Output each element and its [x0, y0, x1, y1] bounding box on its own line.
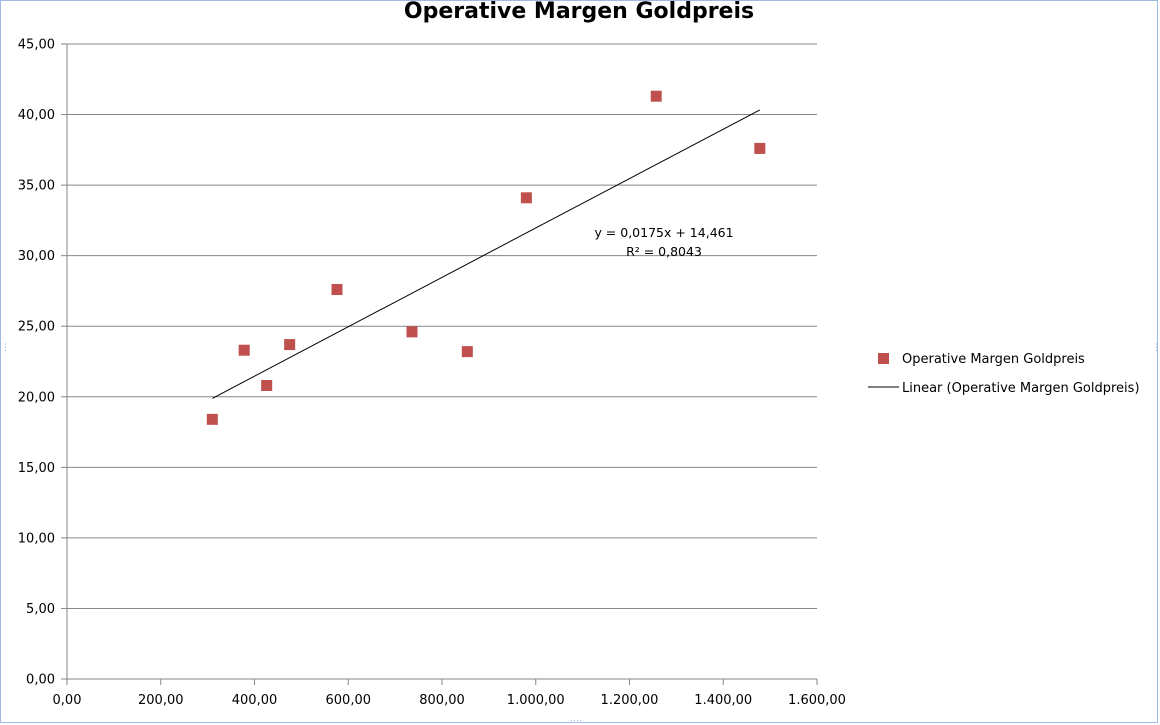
data-point: [520, 192, 532, 204]
data-point: [406, 326, 418, 338]
x-tick-label: 1.400,00: [694, 693, 752, 708]
legend: Operative Margen Goldpreis Linear (Opera…: [868, 352, 1140, 396]
legend-marker-series: [878, 353, 889, 364]
x-tick-label: 400,00: [232, 693, 278, 708]
resize-handle-right[interactable]: ⋮: [1152, 342, 1160, 352]
data-point: [261, 379, 273, 391]
y-tick-label: 15,00: [18, 461, 55, 476]
data-points: [206, 90, 766, 425]
x-tick-label: 0,00: [53, 693, 82, 708]
y-tick-label: 10,00: [18, 531, 55, 546]
legend-label-series: Operative Margen Goldpreis: [902, 352, 1085, 367]
chart-title: Operative Margen Goldpreis: [404, 0, 754, 24]
x-tick-label: 1.600,00: [788, 693, 846, 708]
y-tick-label: 30,00: [18, 249, 55, 264]
data-point: [206, 413, 218, 425]
data-point: [238, 344, 250, 356]
y-tick-label: 25,00: [18, 320, 55, 335]
x-tick-label: 800,00: [419, 693, 465, 708]
trendline-group: [212, 109, 761, 399]
y-tick-label: 35,00: [18, 179, 55, 194]
trendline-r-squared: R² = 0,8043: [626, 244, 702, 259]
legend-label-trendline: Linear (Operative Margen Goldpreis): [902, 381, 1140, 396]
x-tick-label: 1.200,00: [601, 693, 659, 708]
data-point: [754, 142, 766, 154]
y-tick-label: 40,00: [18, 108, 55, 123]
y-tick-label: 45,00: [18, 38, 55, 53]
resize-handle-left[interactable]: ⋮: [1, 342, 10, 352]
y-tick-label: 0,00: [26, 673, 55, 688]
resize-handle-bottom[interactable]: ····: [570, 715, 582, 725]
data-point: [331, 284, 343, 296]
gridlines: [67, 43, 817, 609]
data-point: [461, 346, 473, 358]
x-tick-label: 600,00: [326, 693, 372, 708]
y-tick-label: 20,00: [18, 390, 55, 405]
trendline: [212, 109, 761, 399]
data-point: [650, 90, 662, 102]
y-tick-label: 5,00: [26, 602, 55, 617]
trendline-equation: y = 0,0175x + 14,461: [594, 225, 733, 240]
x-axis-tick-labels: 0,00 200,00 400,00 600,00 800,00 1.000,00 1.20…: [53, 693, 846, 708]
data-point: [284, 339, 296, 351]
x-tick-label: 1.000,00: [507, 693, 565, 708]
y-axis-tick-labels: 0,00 5,00 10,00 15,00 20,00 25,00 30,00 35,00 40…: [18, 38, 55, 688]
x-tick-label: 200,00: [138, 693, 184, 708]
axes: [61, 43, 818, 685]
